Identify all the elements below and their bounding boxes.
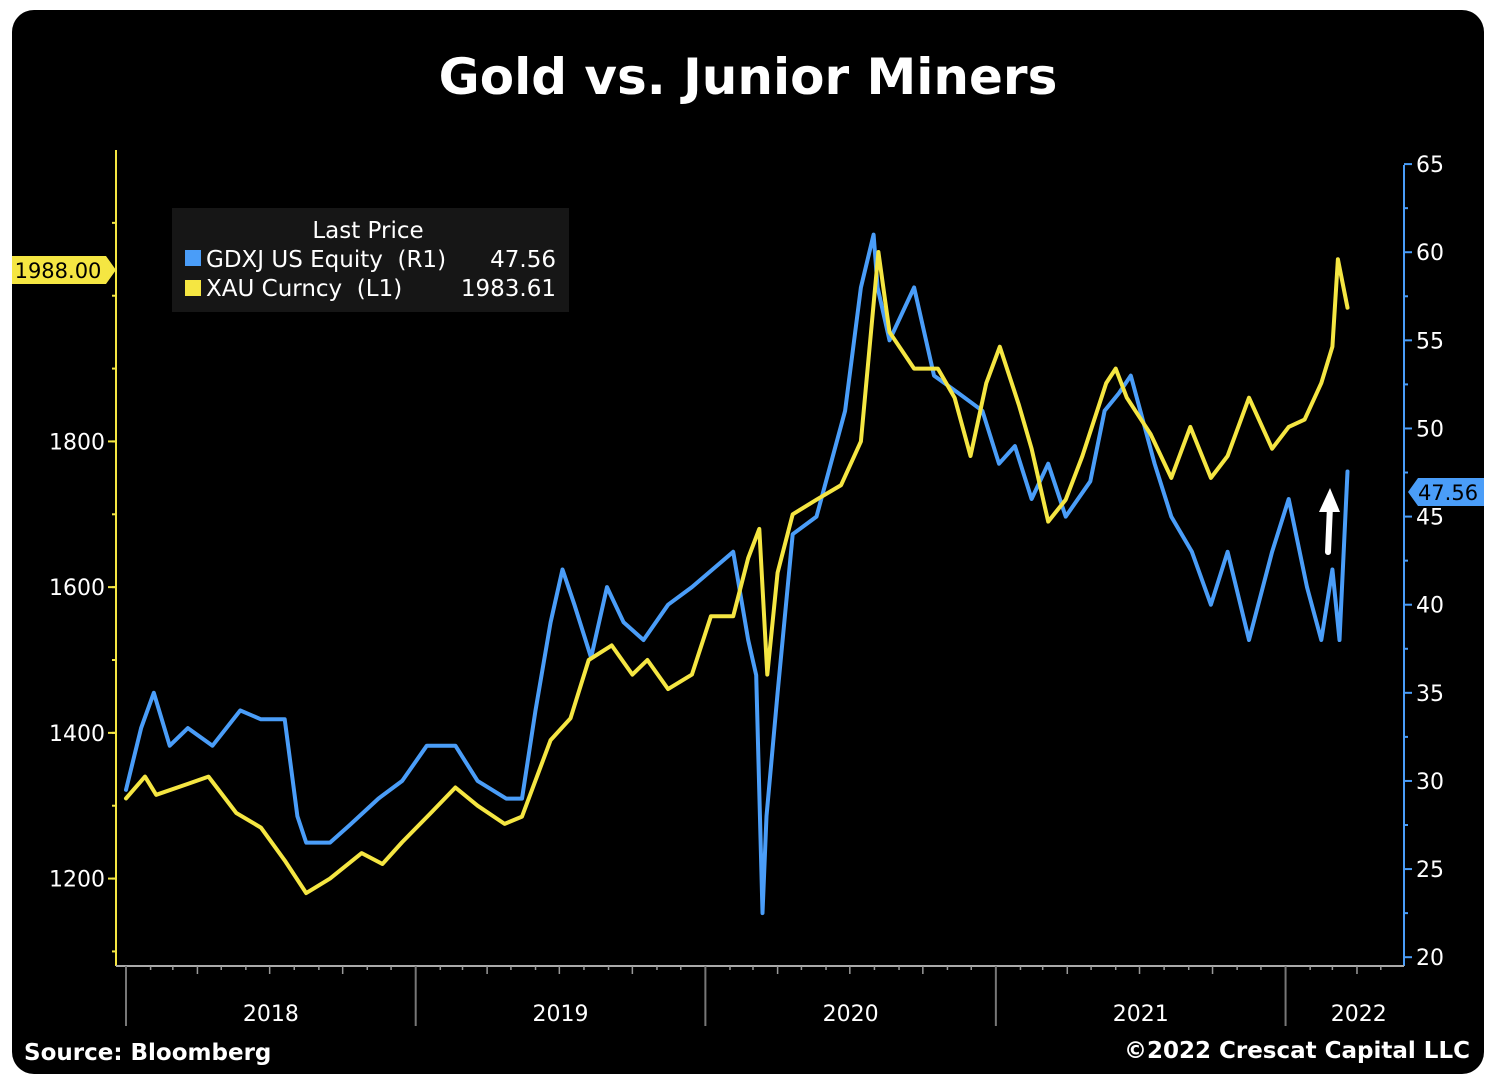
chart-title: Gold vs. Junior Miners [439,48,1058,106]
right-axis-tick-label: 45 [1416,506,1444,531]
right-axis-tick-label: 50 [1416,417,1444,442]
series-layer [124,232,1350,916]
legend-swatch-gdxj [185,250,201,266]
left-axis-tick-label: 1200 [49,868,105,893]
left-axis-badge: 1988.00 [12,256,116,284]
left-axis-tick-label: 1600 [49,576,105,601]
legend: Last Price GDXJ US Equity (R1) 47.56 XAU… [172,208,569,312]
right-axis-tick-label: 30 [1416,770,1444,795]
right-badge-shape [1408,478,1484,506]
right-axis-tick-label: 65 [1416,153,1444,178]
x-axis-label: 2018 [243,1002,299,1027]
right-axis-tick-label: 40 [1416,594,1444,619]
right-axis-tick-label: 20 [1416,946,1444,971]
right-axis-tick-label: 60 [1416,241,1444,266]
x-axis-label: 2022 [1331,1002,1387,1027]
right-badge-value: 47.56 [1418,481,1478,505]
right-axis-tick-label: 55 [1416,329,1444,354]
right-axis-tick-label: 35 [1416,682,1444,707]
x-axis-label: 2020 [823,1002,879,1027]
legend-header: Last Price [312,218,423,244]
legend-value-xau: 1983.61 [461,276,556,302]
series-line-gdxj-us-equity [124,232,1350,916]
legend-box [172,208,569,312]
axes: 1200 1400 1600 1800 20 25 30 35 40 45 50 55 60 65 2018… [49,150,1444,1027]
left-badge-value: 1988.00 [15,259,102,283]
legend-label-xau: XAU Curncy (L1) [206,276,402,302]
legend-swatch-xau [185,280,201,296]
right-axis-tick-label: 25 [1416,858,1444,883]
up-arrow-icon [1319,488,1340,555]
source-note: Source: Bloomberg [24,1040,271,1066]
legend-value-gdxj: 47.56 [490,247,556,273]
left-axis-tick-label: 1400 [49,722,105,747]
series-line-xau-curncy [124,250,1350,896]
left-badge-shape [12,256,116,284]
left-axis-tick-label: 1800 [49,430,105,455]
chart-frame [12,10,1484,1074]
x-axis-label: 2021 [1113,1002,1169,1027]
legend-label-gdxj: GDXJ US Equity (R1) [206,247,446,273]
right-axis-badge: 47.56 [1408,478,1484,506]
x-axis-label: 2019 [533,1002,589,1027]
copyright-note: ©2022 Crescat Capital LLC [1124,1038,1470,1064]
